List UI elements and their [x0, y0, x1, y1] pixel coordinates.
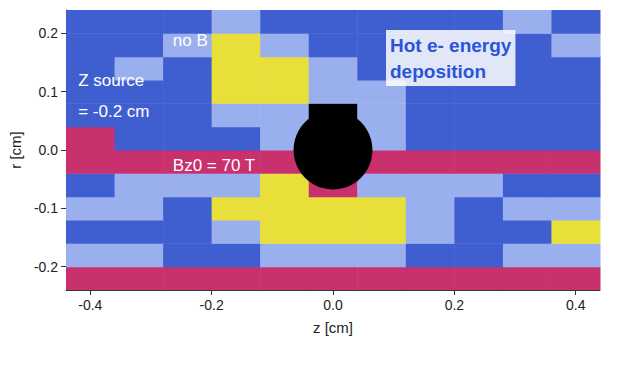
- svg-text:0.2: 0.2: [39, 25, 59, 41]
- svg-text:Z source: Z source: [78, 71, 144, 90]
- svg-text:r [cm]: r [cm]: [7, 131, 24, 169]
- svg-text:no B: no B: [173, 31, 208, 50]
- svg-text:0.1: 0.1: [39, 84, 59, 100]
- svg-text:0.4: 0.4: [566, 297, 586, 313]
- svg-text:Hot e- energy: Hot e- energy: [390, 35, 512, 56]
- svg-text:-0.2: -0.2: [200, 297, 224, 313]
- svg-text:deposition: deposition: [390, 61, 486, 82]
- svg-text:0.0: 0.0: [323, 297, 343, 313]
- svg-text:0.0: 0.0: [39, 142, 59, 158]
- svg-text:-0.2: -0.2: [34, 259, 58, 275]
- svg-text:Bz0 = 70 T: Bz0 = 70 T: [173, 156, 255, 175]
- svg-text:z [cm]: z [cm]: [313, 319, 353, 336]
- svg-text:-0.1: -0.1: [34, 200, 58, 216]
- svg-text:= -0.2 cm: = -0.2 cm: [78, 102, 149, 121]
- svg-text:-0.4: -0.4: [78, 297, 102, 313]
- svg-text:0.2: 0.2: [445, 297, 465, 313]
